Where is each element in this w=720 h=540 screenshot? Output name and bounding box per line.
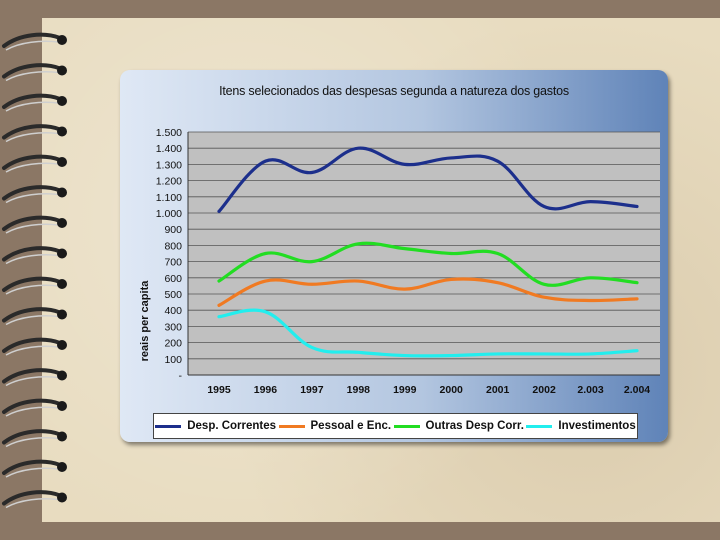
- x-tick-label: 1999: [393, 384, 417, 396]
- chart-card: Itens selecionados das despesas segunda …: [120, 70, 668, 442]
- binding-ring: [2, 63, 67, 82]
- y-tick-label: 1.100: [156, 192, 182, 204]
- legend-item: Outras Desp Corr.: [393, 420, 524, 432]
- legend-label: Outras Desp Corr.: [425, 420, 524, 432]
- y-tick-label: 100: [164, 354, 182, 366]
- y-tick-label: 1.400: [156, 143, 182, 155]
- binding-ring: [2, 459, 67, 478]
- binding-ring: [2, 246, 67, 265]
- line-chart: - 100 200 300 400 500 600 700 800 900 1.000 1.100 1.…: [156, 127, 660, 396]
- binding-ring: [2, 93, 67, 112]
- legend-swatch: [278, 424, 305, 428]
- binding-ring: [2, 185, 67, 204]
- plot-area: [188, 132, 660, 375]
- y-tick-label: 300: [164, 321, 182, 333]
- series-line-pessoal: [217, 277, 639, 307]
- y-tick-label: 800: [164, 240, 182, 252]
- chart-title: Itens selecionados das despesas segunda …: [219, 84, 569, 98]
- y-tick-label: 600: [164, 273, 182, 285]
- y-tick-label: 700: [164, 257, 182, 269]
- binding-ring: [2, 124, 67, 143]
- y-tick-label: 500: [164, 289, 182, 301]
- series-line-investimentos: [217, 308, 639, 358]
- x-tick-label: 2.004: [624, 384, 650, 396]
- y-tick-label: 900: [164, 224, 182, 236]
- legend-item: Pessoal e Enc.: [278, 420, 392, 432]
- y-tick-label: 400: [164, 305, 182, 317]
- legend-item: Investimentos: [526, 420, 636, 432]
- y-tick-label: 1.500: [156, 127, 182, 139]
- y-tick-label: -: [179, 370, 183, 382]
- spiral-binding: [2, 32, 67, 509]
- legend-item: Desp. Correntes: [155, 420, 276, 432]
- legend-label: Pessoal e Enc.: [310, 420, 392, 432]
- binding-ring: [2, 276, 67, 295]
- y-tick-label: 200: [164, 338, 182, 350]
- x-tick-label: 1997: [300, 384, 324, 396]
- series-line-outras: [217, 241, 639, 287]
- x-tick-label: 2.003: [577, 384, 603, 396]
- legend-swatch: [393, 424, 420, 428]
- binding-ring: [2, 490, 67, 509]
- legend-label: Desp. Correntes: [187, 420, 277, 432]
- legend-label: Investimentos: [558, 420, 636, 432]
- y-tick-label: 1.300: [156, 159, 182, 171]
- x-tick-label: 1996: [254, 384, 278, 396]
- binding-ring: [2, 32, 67, 51]
- binding-ring: [2, 154, 67, 173]
- binding-ring: [2, 368, 67, 387]
- binding-ring: [2, 307, 67, 326]
- x-tick-label: 2002: [532, 384, 556, 396]
- legend-swatch: [526, 424, 553, 428]
- x-tick-label: 2001: [486, 384, 510, 396]
- series-line-desp_correntes: [217, 146, 639, 213]
- legend-swatch: [155, 424, 182, 428]
- x-tick-label: 1995: [207, 384, 231, 396]
- binding-ring: [2, 337, 67, 356]
- x-tick-label: 2000: [440, 384, 464, 396]
- legend: Desp. Correntes Pessoal e Enc. Outras Desp…: [153, 413, 638, 439]
- y-tick-label: 1.000: [156, 208, 182, 220]
- binding-ring: [2, 398, 67, 417]
- x-tick-label: 1998: [347, 384, 371, 396]
- y-tick-label: 1.200: [156, 176, 182, 188]
- binding-ring: [2, 215, 67, 234]
- binding-ring: [2, 429, 67, 448]
